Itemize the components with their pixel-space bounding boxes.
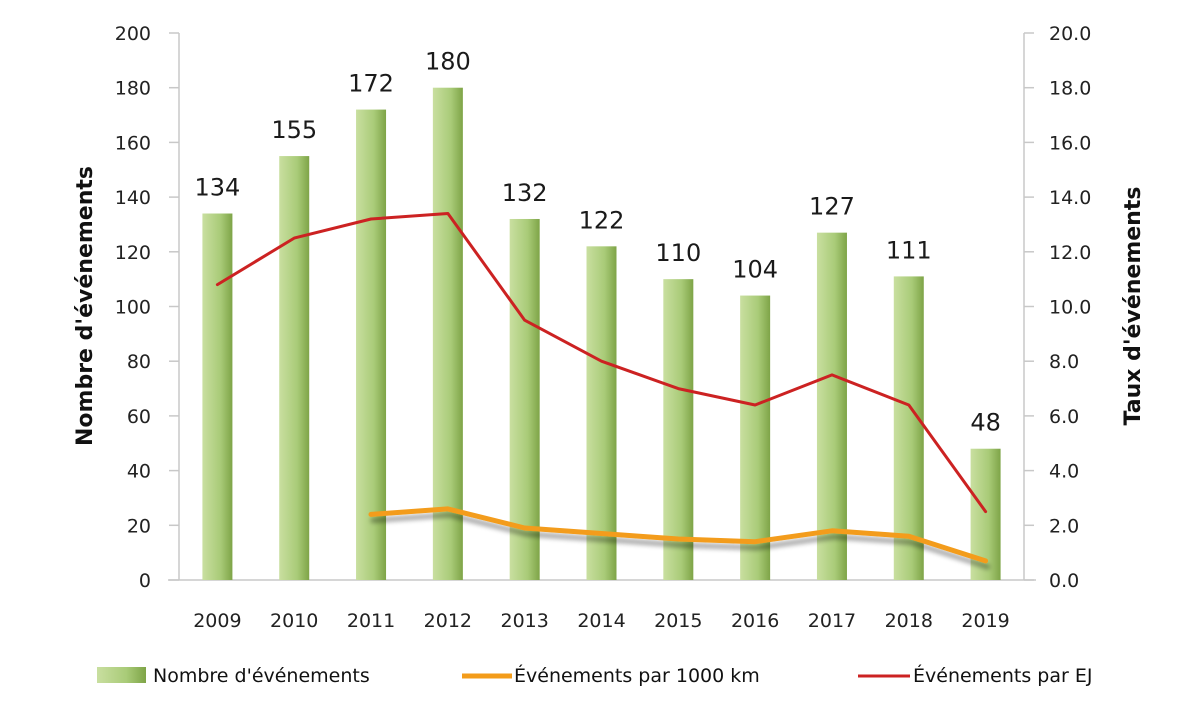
bar <box>509 218 540 581</box>
bar-data-label: 127 <box>809 193 855 221</box>
left-tick-label: 40 <box>127 461 151 483</box>
x-tick-label: 2011 <box>347 610 395 632</box>
legend-label-km: Événements par 1000 km <box>514 664 760 687</box>
legend-label-ej: Événements par EJ <box>913 664 1092 687</box>
bar-data-label: 104 <box>732 256 778 284</box>
right-tick-label: 4.0 <box>1049 461 1079 483</box>
bar-data-label: 111 <box>886 236 932 264</box>
bar <box>663 279 694 580</box>
bar <box>816 232 847 580</box>
bar-data-label: 132 <box>502 179 548 207</box>
x-tick-label: 2009 <box>193 610 241 632</box>
bar-data-label: 48 <box>970 409 1001 437</box>
right-tick-label: 2.0 <box>1049 515 1079 537</box>
bar-data-label: 180 <box>425 48 471 76</box>
legend-swatch-bars <box>97 667 146 683</box>
right-axis-title: Taux d'événements <box>1121 187 1146 426</box>
left-tick-label: 80 <box>127 351 151 373</box>
bar <box>356 109 387 580</box>
left-tick-label: 120 <box>115 242 151 264</box>
x-tick-label: 2013 <box>501 610 549 632</box>
x-tick-label: 2017 <box>808 610 856 632</box>
bar <box>432 87 463 580</box>
right-tick-label: 10.0 <box>1049 297 1091 319</box>
x-tick-label: 2012 <box>424 610 472 632</box>
left-tick-label: 20 <box>127 515 151 537</box>
bar <box>893 276 924 580</box>
right-tick-label: 8.0 <box>1049 351 1079 373</box>
bar-data-label: 155 <box>271 116 317 144</box>
left-tick-label: 200 <box>115 23 151 45</box>
left-tick-label: 160 <box>115 132 151 154</box>
left-tick-label: 0 <box>139 570 151 592</box>
bar-data-label: 172 <box>348 70 394 98</box>
legend: Nombre d'événements Événements par 1000 … <box>97 664 1092 687</box>
right-tick-label: 16.0 <box>1049 132 1091 154</box>
x-tick-label: 2015 <box>654 610 702 632</box>
right-tick-label: 20.0 <box>1049 23 1091 45</box>
right-tick-label: 6.0 <box>1049 406 1079 428</box>
x-tick-label: 2019 <box>961 610 1009 632</box>
right-tick-label: 18.0 <box>1049 78 1091 100</box>
left-axis-title: Nombre d'événements <box>73 166 98 446</box>
bar <box>740 295 771 580</box>
x-tick-label: 2016 <box>731 610 779 632</box>
bar-data-label: 122 <box>579 206 625 234</box>
left-tick-label: 180 <box>115 78 151 100</box>
right-tick-label: 12.0 <box>1049 242 1091 264</box>
left-tick-label: 60 <box>127 406 151 428</box>
left-tick-label: 140 <box>115 187 151 209</box>
left-tick-label: 100 <box>115 297 151 319</box>
bar <box>586 246 617 580</box>
legend-label-bars: Nombre d'événements <box>153 665 370 687</box>
right-tick-label: 14.0 <box>1049 187 1091 209</box>
bar-data-label: 110 <box>655 239 701 267</box>
x-tick-label: 2018 <box>885 610 933 632</box>
bar <box>202 213 233 580</box>
right-tick-label: 0.0 <box>1049 570 1079 592</box>
x-tick-label: 2010 <box>270 610 318 632</box>
x-tick-label: 2014 <box>577 610 625 632</box>
bar <box>279 156 310 580</box>
bar-data-label: 134 <box>195 174 241 202</box>
